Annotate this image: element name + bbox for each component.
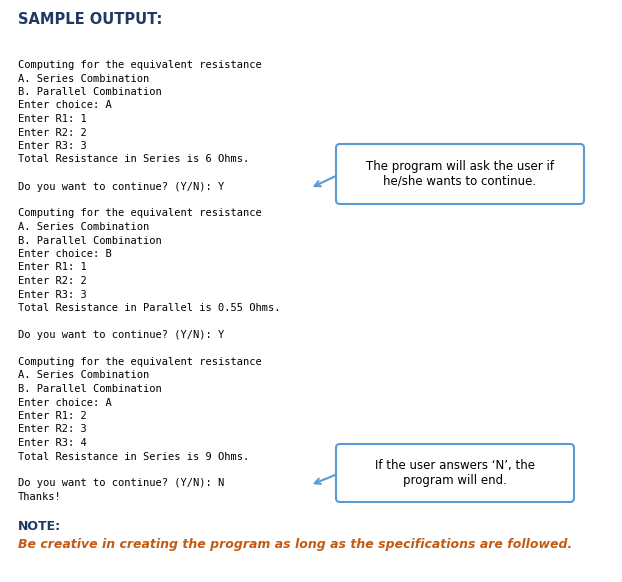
Text: Total Resistance in Parallel is 0.55 Ohms.: Total Resistance in Parallel is 0.55 Ohm…: [18, 303, 281, 313]
Text: Enter R1: 1: Enter R1: 1: [18, 114, 86, 124]
Text: The program will ask the user if
he/she wants to continue.: The program will ask the user if he/she …: [366, 160, 554, 188]
Text: Enter choice: B: Enter choice: B: [18, 249, 112, 259]
Text: Enter R1: 1: Enter R1: 1: [18, 262, 86, 272]
Text: SAMPLE OUTPUT:: SAMPLE OUTPUT:: [18, 12, 162, 27]
Text: Enter R1: 2: Enter R1: 2: [18, 411, 86, 421]
Text: B. Parallel Combination: B. Parallel Combination: [18, 236, 162, 246]
Text: Computing for the equivalent resistance: Computing for the equivalent resistance: [18, 208, 262, 218]
Text: Do you want to continue? (Y/N): N: Do you want to continue? (Y/N): N: [18, 478, 225, 488]
Text: Computing for the equivalent resistance: Computing for the equivalent resistance: [18, 60, 262, 70]
FancyBboxPatch shape: [336, 144, 584, 204]
Text: Enter R3: 3: Enter R3: 3: [18, 141, 86, 151]
Text: Enter choice: A: Enter choice: A: [18, 101, 112, 111]
Text: B. Parallel Combination: B. Parallel Combination: [18, 384, 162, 394]
Text: NOTE:: NOTE:: [18, 520, 61, 533]
Text: Enter R3: 4: Enter R3: 4: [18, 438, 86, 448]
Text: Total Resistance in Series is 9 Ohms.: Total Resistance in Series is 9 Ohms.: [18, 452, 249, 462]
Text: Do you want to continue? (Y/N): Y: Do you want to continue? (Y/N): Y: [18, 182, 225, 191]
Text: Enter R2: 2: Enter R2: 2: [18, 276, 86, 286]
Text: A. Series Combination: A. Series Combination: [18, 73, 149, 83]
Text: Do you want to continue? (Y/N): Y: Do you want to continue? (Y/N): Y: [18, 330, 225, 340]
FancyBboxPatch shape: [336, 444, 574, 502]
Text: Enter choice: A: Enter choice: A: [18, 398, 112, 407]
Text: Enter R3: 3: Enter R3: 3: [18, 289, 86, 300]
Text: Computing for the equivalent resistance: Computing for the equivalent resistance: [18, 357, 262, 367]
Text: Thanks!: Thanks!: [18, 492, 62, 502]
Text: Enter R2: 3: Enter R2: 3: [18, 424, 86, 435]
Text: Be creative in creating the program as long as the specifications are followed.: Be creative in creating the program as l…: [18, 538, 572, 551]
Text: Total Resistance in Series is 6 Ohms.: Total Resistance in Series is 6 Ohms.: [18, 154, 249, 165]
Text: Enter R2: 2: Enter R2: 2: [18, 127, 86, 137]
Text: A. Series Combination: A. Series Combination: [18, 222, 149, 232]
Text: A. Series Combination: A. Series Combination: [18, 371, 149, 381]
Text: If the user answers ‘N’, the
program will end.: If the user answers ‘N’, the program wil…: [375, 459, 535, 487]
Text: B. Parallel Combination: B. Parallel Combination: [18, 87, 162, 97]
